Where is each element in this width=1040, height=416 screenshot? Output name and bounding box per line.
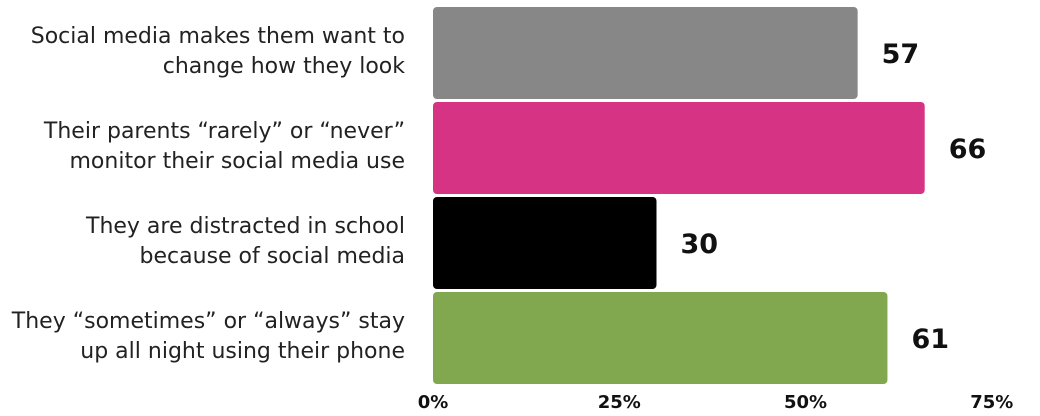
bar-0 bbox=[433, 7, 858, 99]
value-label-1: 66 bbox=[949, 134, 987, 165]
x-tick-label-0: 0% bbox=[418, 392, 449, 413]
bar-3 bbox=[433, 292, 888, 384]
category-label-2-line-1: because of social media bbox=[140, 244, 405, 269]
category-label-2-line-0: They are distracted in school bbox=[85, 214, 405, 239]
category-label-0-line-1: change how they look bbox=[163, 54, 405, 79]
x-axis-ticks-layer: 0% 25% 50% 75% bbox=[418, 392, 1014, 413]
x-tick-label-2: 50% bbox=[784, 392, 827, 413]
category-label-1-line-0: Their parents “rarely” or “never” bbox=[43, 119, 405, 144]
bar-2 bbox=[433, 197, 657, 289]
bar-1 bbox=[433, 102, 925, 194]
bars-layer bbox=[433, 7, 925, 384]
value-label-0: 57 bbox=[882, 39, 920, 70]
category-labels-layer: Social media makes them want to change ho… bbox=[11, 24, 405, 364]
category-label-1-line-1: monitor their social media use bbox=[70, 149, 406, 174]
x-tick-label-3: 75% bbox=[970, 392, 1013, 413]
value-labels-layer: 57 66 30 61 bbox=[681, 39, 987, 355]
value-label-2: 30 bbox=[681, 229, 719, 260]
category-label-3-line-0: They “sometimes” or “always” stay bbox=[11, 309, 405, 334]
category-label-3-line-1: up all night using their phone bbox=[80, 339, 405, 364]
category-label-0-line-0: Social media makes them want to bbox=[31, 24, 405, 49]
value-label-3: 61 bbox=[911, 324, 949, 355]
x-tick-label-1: 25% bbox=[598, 392, 641, 413]
